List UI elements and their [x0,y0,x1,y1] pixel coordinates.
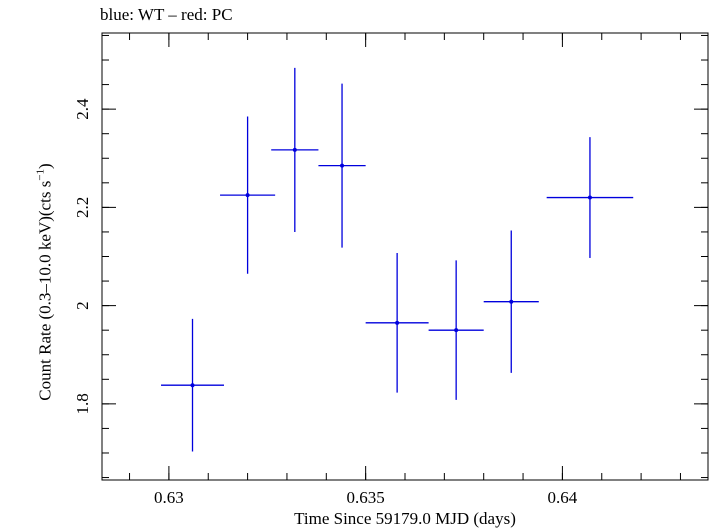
point-marker [587,195,592,200]
data-point [483,230,539,373]
chart-title: blue: WT – red: PC [100,5,233,24]
x-tick-label: 0.635 [347,488,385,507]
y-tick-label: 2.2 [73,197,92,218]
y-axis-label-end: ) [35,163,55,169]
x-axis-label: Time Since 59179.0 MJD (days) [294,509,516,528]
point-marker [509,299,514,304]
x-tick-label: 0.64 [548,488,578,507]
data-points [161,67,634,452]
data-point [365,253,429,393]
y-tick-label: 2.4 [73,98,92,120]
data-point [271,67,319,232]
point-marker [340,163,345,168]
data-point [318,83,366,248]
axis-tick-labels: 0.63 0.635 0.64 1.8 2 2.2 2.4 [73,98,578,507]
point-marker [292,147,297,152]
data-point [546,137,634,258]
point-marker [190,383,195,388]
point-marker [245,193,250,198]
data-point [161,318,224,452]
axis-ticks [102,33,708,480]
point-marker [454,328,459,333]
y-tick-label: 1.8 [73,393,92,414]
x-tick-label: 0.63 [154,488,184,507]
y-axis-label-exponent: −1 [34,168,47,181]
point-marker [395,320,400,325]
data-point [220,116,276,274]
data-point [428,260,484,400]
y-tick-label: 2 [73,301,92,310]
y-axis-label-main: Count Rate (0.3–10.0 keV)(cts s [35,180,55,401]
y-axis-label: Count Rate (0.3–10.0 keV)(cts s−1) [35,163,56,400]
